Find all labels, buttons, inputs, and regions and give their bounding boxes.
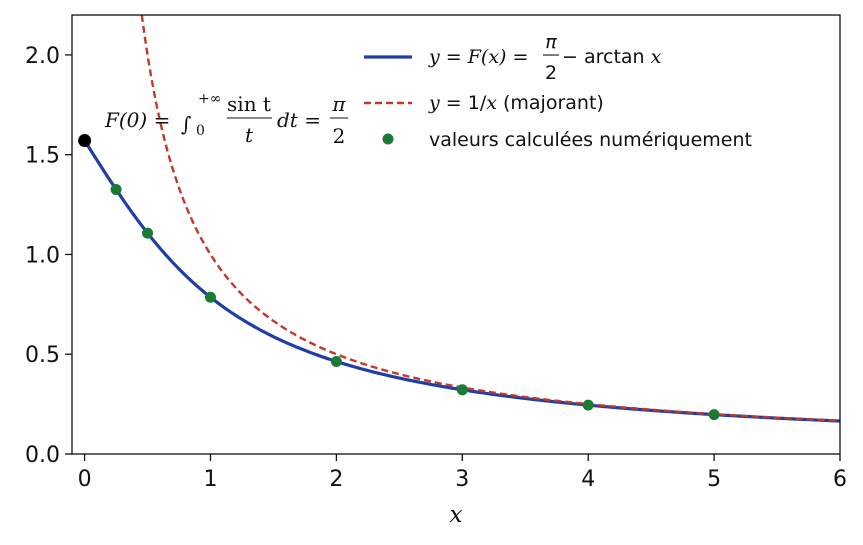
legend-swatch-numeric [382, 133, 394, 145]
numeric-point [204, 291, 216, 303]
legend: y = F(x) = π 2 − arctan x y = 1/x (major… [364, 31, 752, 151]
numeric-point [142, 227, 154, 239]
f0-point [78, 134, 92, 148]
annotation-dt: dt = [277, 108, 321, 132]
x-tick-label: 6 [833, 467, 847, 492]
axes-frame [71, 14, 841, 455]
y-tick-label: 1.5 [25, 144, 60, 169]
x-axis-label: x [450, 502, 463, 528]
y-tick-label: 0.5 [25, 343, 60, 368]
numeric-point [456, 384, 468, 396]
annotation-lower: 0 [196, 123, 205, 139]
x-tick-label: 1 [203, 467, 217, 492]
numeric-point [330, 355, 342, 367]
numeric-point [110, 183, 122, 195]
legend-label-fx: y = F(x) = [428, 46, 528, 68]
legend-label-numeric: valeurs calculées numériquement [429, 129, 752, 151]
annotation-lhs: F(0) = [104, 108, 170, 132]
numeric-point [708, 409, 720, 421]
x-tick-label: 0 [78, 467, 92, 492]
numeric-point [582, 399, 594, 411]
y-tick-label: 2.0 [25, 44, 60, 69]
y-tick-label: 0.0 [25, 443, 60, 468]
annotation-num: sin t [227, 92, 271, 116]
x-tick-label: 3 [455, 467, 469, 492]
legend-label-majorant: y = 1/x (majorant) [428, 92, 604, 114]
legend-fx-tail: − arctan x [562, 46, 662, 68]
annotation-den: t [245, 123, 254, 147]
y-tick-label: 1.0 [25, 243, 60, 268]
legend-fx-num: π [545, 31, 557, 53]
series-line-majorant [140, 15, 840, 422]
plot-area [78, 15, 840, 423]
x-tick-label: 2 [329, 467, 343, 492]
legend-fx-den: 2 [545, 62, 557, 84]
annotation-integral: ∫ [181, 112, 191, 136]
annotation-upper: +∞ [198, 91, 221, 107]
f0-annotation: F(0) = ∫ +∞ 0 sin t t dt = π 2 [104, 91, 348, 148]
axis-ticks: 0 1 2 3 4 5 6 0.0 0.5 1.0 1.5 2.0 [25, 44, 847, 492]
annotation-rhs-den: 2 [333, 124, 346, 148]
svg-text:F(0) =: F(0) = [104, 108, 170, 132]
x-tick-label: 5 [707, 467, 721, 492]
x-tick-label: 4 [581, 467, 595, 492]
annotation-rhs-num: π [331, 92, 346, 116]
